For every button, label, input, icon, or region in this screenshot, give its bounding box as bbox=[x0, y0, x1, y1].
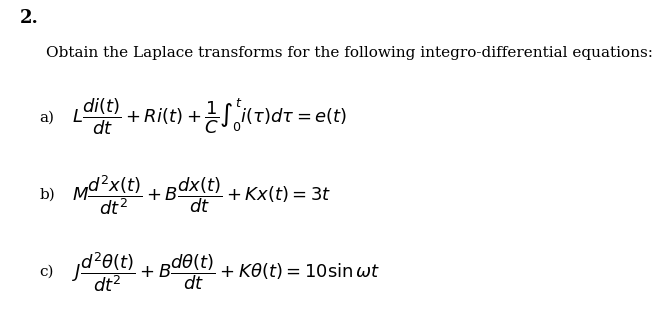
Text: b): b) bbox=[39, 188, 55, 202]
Text: $L\dfrac{di(t)}{dt}+Ri(t)+\dfrac{1}{C}\int_0^t i(\tau)d\tau = e(t)$: $L\dfrac{di(t)}{dt}+Ri(t)+\dfrac{1}{C}\i… bbox=[72, 97, 348, 138]
Text: $M\dfrac{d^2x(t)}{dt^2}+B\dfrac{dx(t)}{dt}+Kx(t)=3t$: $M\dfrac{d^2x(t)}{dt^2}+B\dfrac{dx(t)}{d… bbox=[72, 173, 332, 217]
Text: $J\dfrac{d^2\theta(t)}{dt^2}+B\dfrac{d\theta(t)}{dt}+K\theta(t)=10\sin\omega t$: $J\dfrac{d^2\theta(t)}{dt^2}+B\dfrac{d\t… bbox=[72, 250, 380, 294]
Text: a): a) bbox=[39, 110, 54, 125]
Text: c): c) bbox=[39, 265, 54, 279]
Text: Obtain the Laplace transforms for the following integro-differential equations:: Obtain the Laplace transforms for the fo… bbox=[46, 46, 653, 60]
Text: 2.: 2. bbox=[20, 9, 39, 27]
